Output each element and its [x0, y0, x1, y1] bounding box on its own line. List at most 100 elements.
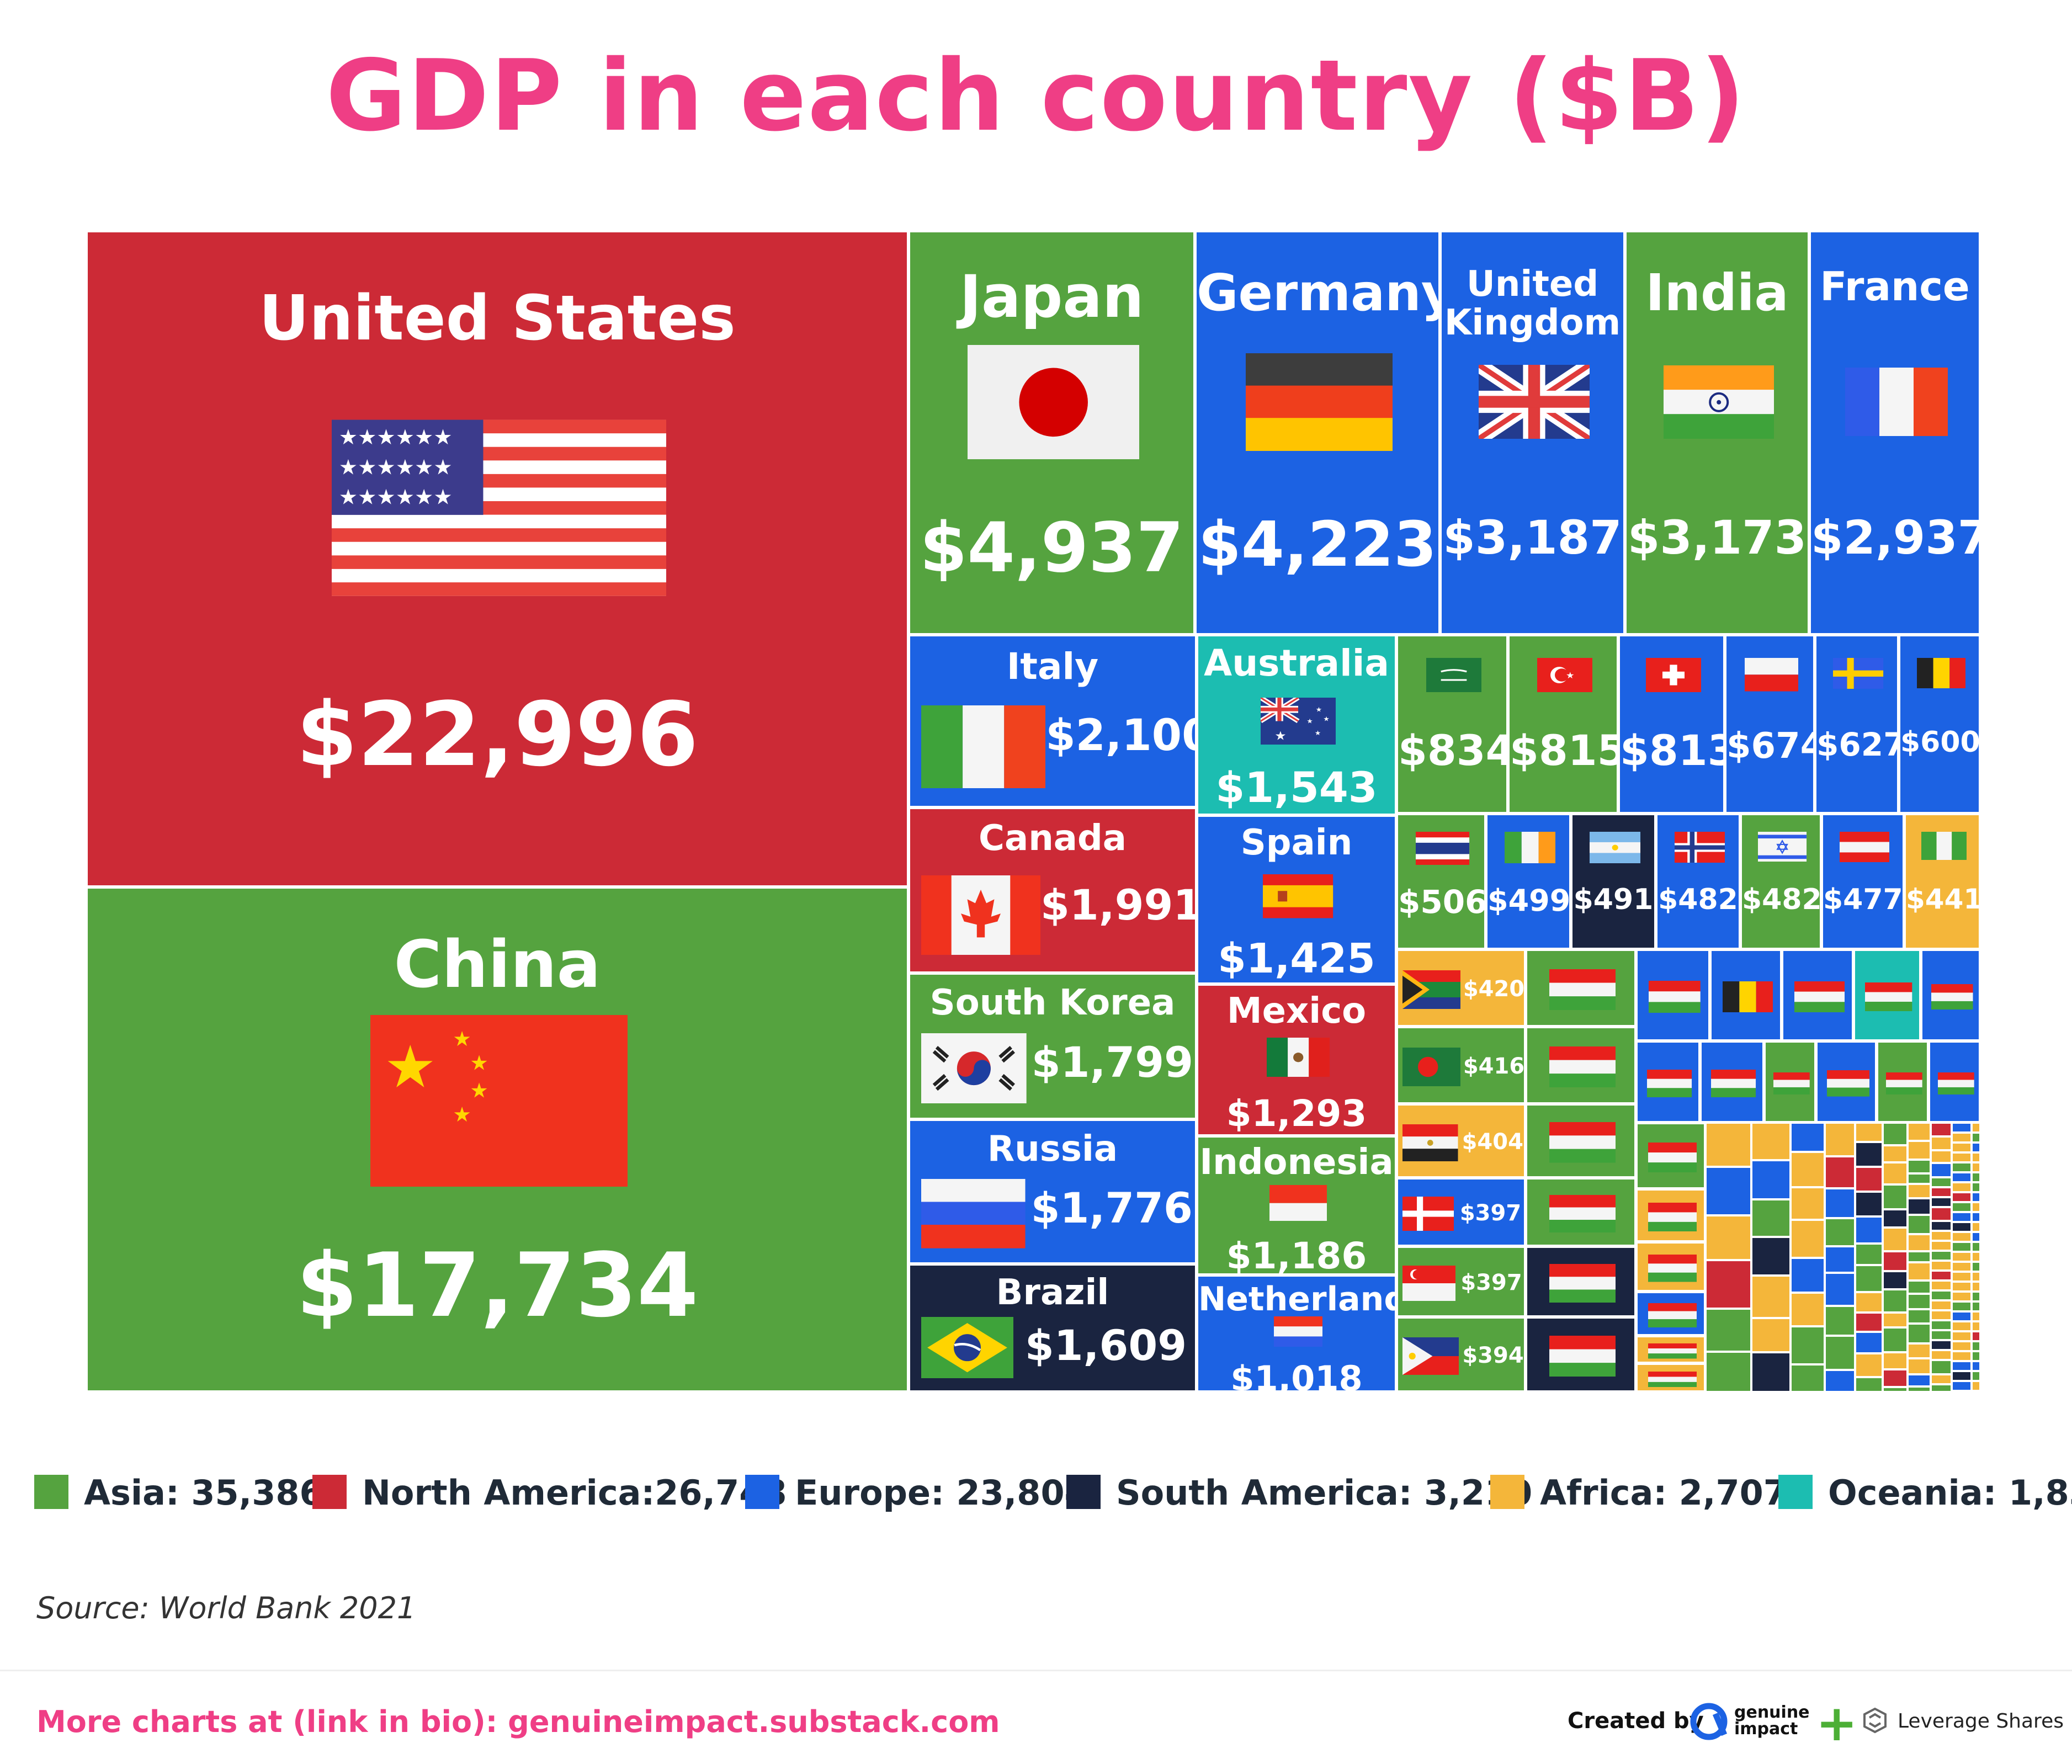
south-africa-flag-icon — [1402, 970, 1460, 1009]
treemap-tiny-cell — [1908, 1251, 1931, 1262]
treemap-tiny-cell — [1908, 1358, 1931, 1374]
israel-flag-icon — [1758, 832, 1807, 862]
treemap-small-cell — [1921, 949, 1980, 1041]
treemap-cell-japan: Japan $4,937 — [909, 231, 1195, 635]
mexico-flag-icon — [1267, 1038, 1330, 1077]
treemap-tiny-cell — [1855, 1167, 1883, 1192]
switzerland-flag-icon — [1646, 658, 1701, 692]
treemap-tiny-cell — [1825, 1273, 1855, 1306]
treemap-tiny-cell — [1791, 1123, 1825, 1152]
treemap-tiny-cell — [1883, 1184, 1908, 1209]
treemap-tiny-cell — [1931, 1163, 1952, 1177]
treemap-tiny-cell — [1751, 1237, 1791, 1276]
treemap-small-cell — [1636, 949, 1710, 1041]
treemap-cell-ireland: $499 — [1486, 814, 1571, 949]
value-label: $22,996 — [296, 683, 699, 787]
legend-swatch — [1490, 1475, 1524, 1509]
treemap-cell-south-korea: South Korea $1,799 — [909, 973, 1197, 1119]
treemap-tiny-cell — [1908, 1324, 1931, 1343]
treemap-tiny-cell — [1883, 1313, 1908, 1327]
more-charts-link[interactable]: More charts at (link in bio): genuineimp… — [36, 1704, 1000, 1739]
treemap-cell-mexico: Mexico $1,293 — [1197, 984, 1396, 1136]
australia-flag-icon — [1261, 698, 1336, 745]
value-label: $397 — [1460, 1270, 1522, 1295]
value-label: $2,937 — [1811, 511, 1980, 565]
treemap-small-cell — [1700, 1041, 1764, 1123]
treemap-tiny-cell — [1972, 1172, 1980, 1182]
treemap-tiny-cell — [1931, 1281, 1952, 1290]
treemap-tiny-cell — [1825, 1246, 1855, 1273]
treemap-tiny-cell — [1972, 1202, 1980, 1212]
treemap-tiny-cell — [1825, 1123, 1855, 1156]
treemap-cell-turkey: $815 — [1508, 635, 1618, 814]
treemap-tiny-cell — [1952, 1172, 1972, 1182]
value-label: $627 — [1816, 726, 1899, 763]
treemap-tiny-cell — [1931, 1207, 1952, 1221]
country-flag-icon — [1886, 1072, 1922, 1095]
treemap-cell-bangladesh: $416 — [1396, 1027, 1526, 1104]
value-label: $1,186 — [1226, 1235, 1367, 1275]
treemap-tiny-cell — [1952, 1381, 1972, 1391]
treemap-tiny-cell — [1952, 1252, 1972, 1262]
treemap-tiny-cell — [1855, 1377, 1883, 1392]
treemap-tiny-cell — [1972, 1133, 1980, 1143]
bangladesh-flag-icon — [1402, 1048, 1460, 1086]
country-flag-icon — [1648, 1143, 1697, 1173]
country-flag-icon — [1647, 1070, 1692, 1097]
treemap-tiny-cell — [1952, 1242, 1972, 1252]
treemap-cell-brazil: Brazil $1,609 — [909, 1264, 1197, 1392]
treemap-tiny-cell — [1972, 1351, 1980, 1361]
france-flag-icon — [1845, 368, 1948, 436]
value-label: $1,293 — [1226, 1092, 1367, 1135]
treemap-tiny-cell — [1972, 1331, 1980, 1341]
india-flag-icon — [1664, 365, 1774, 439]
treemap-cell-philippines: $394 — [1396, 1317, 1526, 1392]
treemap-tiny-cell — [1972, 1341, 1980, 1351]
treemap-tiny-cell — [1706, 1352, 1751, 1392]
treemap-tiny-cell — [1908, 1386, 1931, 1392]
treemap-tiny-cell — [1952, 1162, 1972, 1172]
canada-flag-icon — [921, 875, 1040, 955]
country-flag-icon — [1648, 1372, 1697, 1388]
footer-divider — [0, 1670, 2072, 1671]
treemap-tiny-cell — [1952, 1182, 1972, 1192]
country-flag-icon — [1773, 1072, 1810, 1095]
country-flag-icon — [1549, 1195, 1616, 1232]
treemap-tiny-cell — [1855, 1123, 1883, 1142]
treemap-cell-switzerland: $813 — [1618, 635, 1725, 814]
treemap-tiny-cell — [1972, 1143, 1980, 1152]
treemap-tiny-cell — [1931, 1177, 1952, 1187]
treemap-small-cell — [1636, 1292, 1706, 1336]
treemap-tiny-cell — [1972, 1232, 1980, 1242]
value-label: $3,173 — [1627, 511, 1807, 565]
country-label: Australia — [1204, 642, 1389, 685]
treemap-tiny-cell — [1791, 1293, 1825, 1326]
netherlands-flag-icon — [1274, 1316, 1322, 1347]
treemap-tiny-cell — [1751, 1276, 1791, 1318]
country-label: Spain — [1240, 822, 1353, 864]
treemap-cell-israel: $482 — [1740, 814, 1821, 949]
country-flag-icon — [1549, 969, 1616, 1010]
treemap-tiny-cell — [1825, 1370, 1855, 1392]
treemap-tiny-cell — [1751, 1199, 1791, 1237]
treemap-cell-italy: Italy $2,100 — [909, 635, 1197, 807]
treemap-cell-spain: Spain $1,425 — [1197, 815, 1396, 984]
treemap-tiny-cell — [1931, 1320, 1952, 1330]
austria-flag-icon — [1840, 832, 1889, 863]
treemap-tiny-cell — [1972, 1301, 1980, 1311]
indonesia-flag-icon — [1269, 1185, 1327, 1221]
treemap-small-cell — [1526, 1027, 1636, 1104]
treemap-tiny-cell — [1972, 1182, 1980, 1192]
treemap-cell-saudi: $834 — [1396, 635, 1508, 814]
treemap-tiny-cell — [1883, 1369, 1908, 1387]
treemap-tiny-cell — [1952, 1262, 1972, 1272]
treemap-cell-indonesia: Indonesia $1,186 — [1197, 1136, 1396, 1275]
sweden-flag-icon — [1833, 658, 1883, 689]
singapore-flag-icon — [1402, 1266, 1455, 1301]
country-flag-icon — [1865, 982, 1912, 1012]
treemap-tiny-cell — [1931, 1290, 1952, 1300]
thailand-flag-icon — [1416, 832, 1469, 865]
country-label: United Kingdom — [1444, 263, 1621, 343]
treemap-small-cell — [1636, 1189, 1706, 1242]
value-label: $674 — [1726, 726, 1813, 767]
